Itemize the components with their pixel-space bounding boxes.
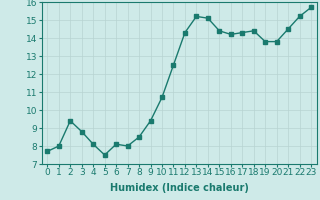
X-axis label: Humidex (Indice chaleur): Humidex (Indice chaleur): [110, 183, 249, 193]
